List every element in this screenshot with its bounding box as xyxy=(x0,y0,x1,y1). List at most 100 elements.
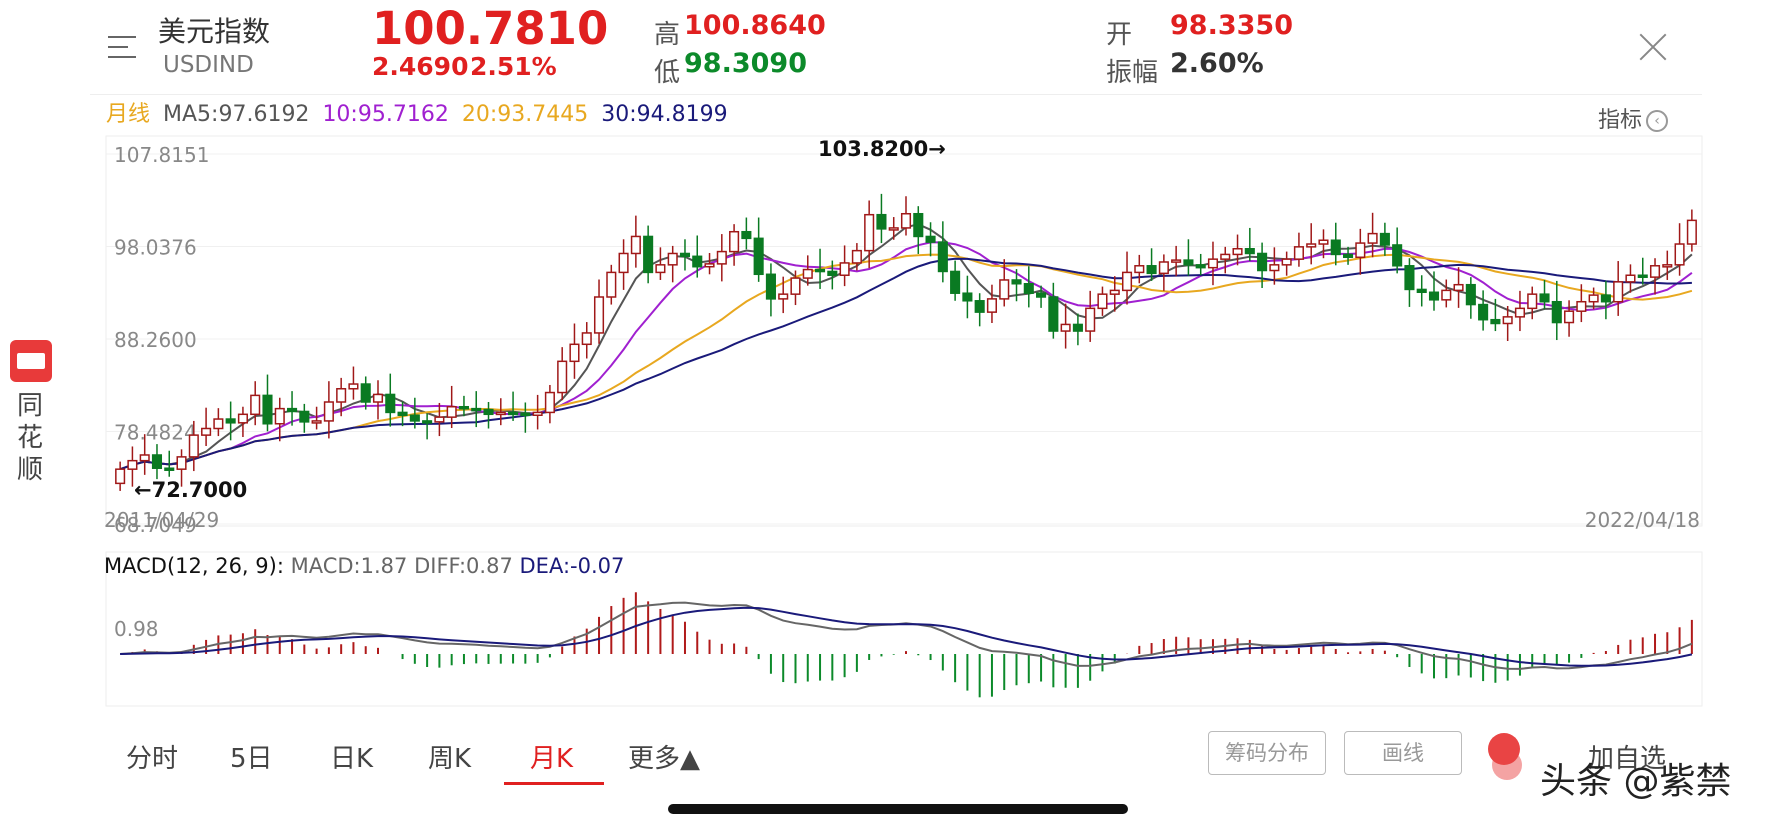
candle xyxy=(508,391,519,421)
candle xyxy=(1011,269,1022,302)
candle xyxy=(1121,251,1133,305)
x-start-label: 2011/04/29 xyxy=(104,508,219,532)
candle xyxy=(1318,229,1329,259)
candle xyxy=(274,397,285,442)
dea-value: DEA:-0.07 xyxy=(519,554,625,578)
y-tick-label: 107.8151 xyxy=(114,143,209,167)
candle xyxy=(569,323,580,379)
period-label: 月线 xyxy=(106,102,151,127)
candle xyxy=(667,245,678,283)
candle xyxy=(986,284,998,324)
indicator-button[interactable]: 指标 ‹ xyxy=(1598,102,1669,134)
candle xyxy=(950,260,961,301)
candle xyxy=(1490,298,1501,332)
candle xyxy=(557,347,568,401)
candle xyxy=(201,407,212,446)
candle xyxy=(864,200,875,269)
favorite-icon[interactable] xyxy=(1488,733,1520,765)
candle xyxy=(1109,276,1120,312)
candle xyxy=(778,276,789,314)
macd-legend: MACD(12, 26, 9): MACD:1.87 DIFF:0.87 DEA… xyxy=(104,554,624,578)
candle xyxy=(606,264,617,305)
candle xyxy=(151,444,163,480)
candle xyxy=(1134,254,1145,284)
tab-weekly-k[interactable]: 周K xyxy=(428,744,472,774)
candle xyxy=(348,366,359,400)
candle xyxy=(618,239,629,290)
ma20-value: 20:93.7445 xyxy=(461,102,589,127)
chip-distribution-button[interactable]: 筹码分布 xyxy=(1208,731,1326,775)
candle xyxy=(729,224,740,266)
candle xyxy=(458,395,470,417)
candle xyxy=(372,380,384,420)
candle xyxy=(360,376,371,410)
candle xyxy=(1244,227,1255,262)
active-tab-indicator xyxy=(504,782,604,785)
candle xyxy=(1183,239,1194,276)
instrument-code: USDIND xyxy=(163,52,254,78)
candle xyxy=(999,259,1010,307)
candle xyxy=(1269,247,1280,285)
candle xyxy=(1539,279,1550,310)
tab-daily-k[interactable]: 日K xyxy=(330,744,374,774)
candle xyxy=(1453,267,1464,308)
tab-intraday[interactable]: 分时 xyxy=(126,744,179,774)
candle xyxy=(299,403,310,433)
candle xyxy=(1232,234,1243,266)
candle xyxy=(336,377,347,417)
y-tick-label: 78.4824 xyxy=(114,421,197,445)
draw-line-button[interactable]: 画线 xyxy=(1344,731,1462,775)
candle xyxy=(250,381,261,426)
candle xyxy=(323,381,334,439)
x-end-label: 2022/04/18 xyxy=(1585,508,1700,532)
candle xyxy=(115,461,126,491)
y-axis-labels: 107.8151 98.0376 88.2600 78.4824 68.7049 xyxy=(114,143,209,537)
candles xyxy=(115,193,1697,491)
kline-chart[interactable]: 107.8151 98.0376 88.2600 78.4824 68.7049 103… xyxy=(0,0,1792,720)
home-indicator[interactable] xyxy=(668,804,1128,814)
macd-lines xyxy=(120,601,1693,670)
candle xyxy=(1036,285,1047,308)
chart-grid xyxy=(105,135,1703,527)
candle xyxy=(532,394,543,430)
moving-average-lines xyxy=(119,223,1693,471)
min-annotation: ←72.7000 xyxy=(134,478,247,502)
candle xyxy=(1367,212,1378,258)
diff-line xyxy=(120,601,1693,670)
candle xyxy=(1416,275,1427,307)
candle xyxy=(397,401,408,427)
tab-5day[interactable]: 5日 xyxy=(230,744,273,774)
candle xyxy=(753,217,764,282)
tab-more[interactable]: 更多▲ xyxy=(628,744,700,774)
candle xyxy=(176,449,187,487)
candle xyxy=(1441,279,1452,308)
last-price: 100.7810 xyxy=(372,2,609,55)
menu-icon[interactable] xyxy=(108,34,138,60)
candle xyxy=(1171,245,1182,277)
candle xyxy=(127,446,138,487)
candle xyxy=(1564,300,1575,337)
candle xyxy=(1048,282,1059,339)
candle xyxy=(471,391,482,428)
candle xyxy=(1686,209,1697,252)
low-label: 低 xyxy=(654,58,681,88)
candle xyxy=(1649,258,1661,295)
candle xyxy=(188,420,199,472)
y-tick-label: 98.0376 xyxy=(114,235,197,259)
candle xyxy=(716,234,727,282)
candle xyxy=(925,222,936,257)
high-label: 高 xyxy=(654,20,681,50)
candle xyxy=(1514,290,1526,332)
candle xyxy=(593,279,605,344)
candle xyxy=(827,260,838,290)
candle xyxy=(520,402,531,433)
candle xyxy=(544,384,555,424)
tonghuashun-logo[interactable] xyxy=(10,340,52,382)
candle xyxy=(1281,251,1292,276)
add-favorite-button[interactable]: 加自选 xyxy=(1588,744,1667,774)
high-value: 100.8640 xyxy=(684,10,826,41)
candle xyxy=(483,402,494,429)
candle xyxy=(1195,253,1206,276)
candle xyxy=(311,406,322,430)
tab-monthly-k[interactable]: 月K xyxy=(530,744,574,774)
